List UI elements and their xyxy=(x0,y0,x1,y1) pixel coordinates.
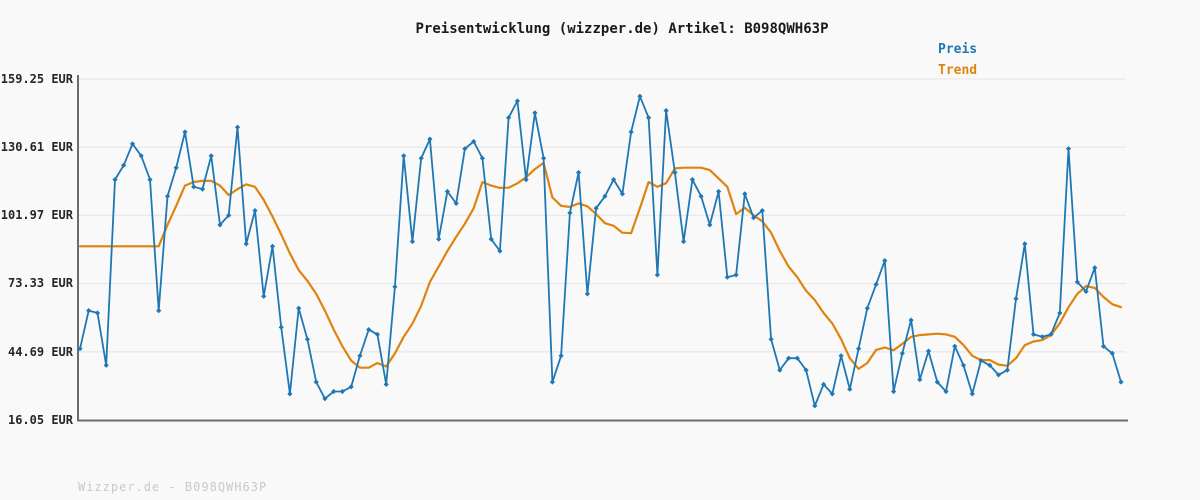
legend-item-trend: Trend xyxy=(938,63,978,78)
y-axis-tick-label: 16.05 EUR xyxy=(7,413,73,427)
page-title: Preisentwicklung (wizzper.de) Artikel: B… xyxy=(415,21,829,37)
y-axis-tick-label: 44.69 EUR xyxy=(7,345,73,359)
legend-item-preis: Preis xyxy=(938,42,978,57)
watermark: Wizzper.de - B098QWH63P xyxy=(78,480,268,494)
y-axis-tick-label: 159.25 EUR xyxy=(0,72,73,86)
legend: Preis Trend xyxy=(938,39,977,81)
y-axis-tick-label: 73.33 EUR xyxy=(7,276,73,290)
y-axis-tick-label: 101.97 EUR xyxy=(0,208,73,222)
y-axis-tick-label: 130.61 EUR xyxy=(0,140,73,154)
